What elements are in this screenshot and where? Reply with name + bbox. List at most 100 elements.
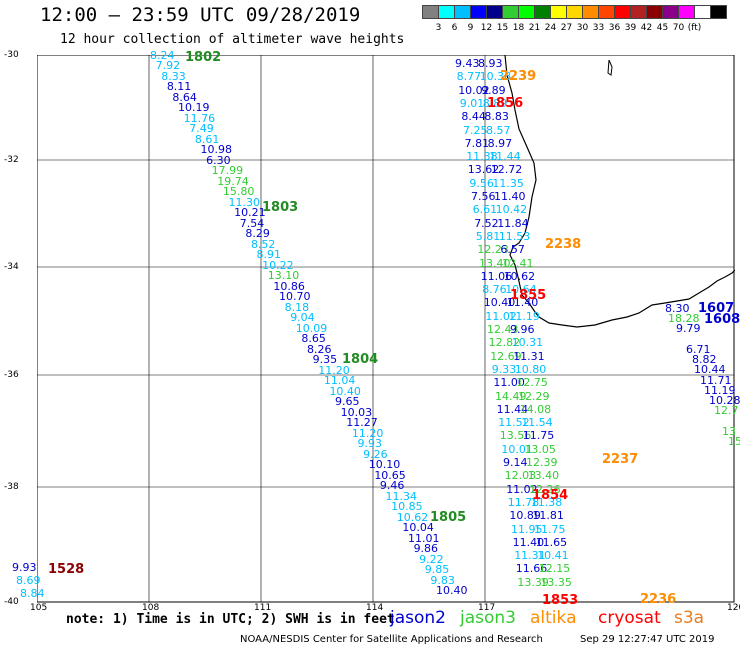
track-time-label: 1856 [487, 96, 524, 111]
map-frame [37, 55, 735, 603]
scale-label: 45 [656, 23, 669, 33]
swh-value: 10.38 [479, 70, 512, 84]
swh-value: 19.74 [217, 174, 249, 188]
swh-value: 11.40 [506, 296, 539, 310]
swh-value: 11.44 [489, 150, 521, 164]
swh-value: 9.01 [459, 96, 485, 110]
swh-value: 11.71 [700, 374, 732, 387]
swh-value: 11.31 [513, 349, 545, 363]
scale-swatch [614, 5, 631, 19]
swh-value: 9.93 [12, 561, 37, 574]
swh-value: 12.43 [487, 323, 519, 336]
swh-value: 12.7 [714, 404, 739, 417]
swh-value: 7.81 [464, 136, 490, 150]
scale-swatch [534, 5, 551, 19]
footer-note: note: 1) Time is in UTC; 2) SWH is in fe… [66, 612, 395, 627]
scale-swatch [438, 5, 455, 19]
lon-label: 111 [254, 603, 272, 613]
swh-value: 12.29 [518, 389, 550, 403]
swh-value: 11.20 [318, 363, 350, 377]
swh-value: 10.10 [368, 458, 401, 472]
swh-value: 11.31 [514, 549, 546, 563]
scale-label: 70 [672, 23, 685, 33]
track-time-label: 1608 [704, 312, 740, 327]
swh-value: 10.41 [537, 549, 569, 563]
swh-value: 10.98 [200, 143, 232, 157]
lat-label: -32 [4, 155, 19, 165]
swh-value: 9.26 [363, 447, 388, 461]
swh-value: 11.66 [515, 562, 548, 576]
swh-value: 9.14 [503, 456, 528, 469]
scale-label: 21 [528, 23, 541, 33]
scale-label: 15 [496, 23, 509, 33]
swh-value: 7.49 [189, 122, 214, 136]
lat-label: -34 [4, 262, 19, 272]
swh-value: 13.40 [479, 256, 511, 270]
swh-value: 8.77 [456, 70, 482, 84]
swh-value: 8.29 [245, 227, 270, 241]
swh-value: 11.02 [506, 482, 538, 496]
swh-value: 18.28 [668, 312, 700, 325]
track-time-label: 2239 [500, 69, 537, 84]
swh-value: 11.38 [530, 495, 563, 509]
scale-swatch [486, 5, 503, 19]
lat-label: -40 [4, 597, 19, 607]
swh-value: 12.41 [502, 256, 534, 270]
scale-label: 9 [467, 23, 474, 33]
swh-value: 5.81 [475, 229, 501, 243]
scale-swatch [470, 5, 487, 19]
swh-value: 12.75 [516, 376, 548, 390]
swh-value: 9.89 [481, 83, 506, 97]
scale-label: (ft) [687, 23, 702, 33]
swh-value: 11.40 [512, 535, 545, 549]
swh-value: 13.62 [467, 163, 500, 177]
swh-value: 10.31 [511, 336, 544, 350]
swh-value: 10.65 [374, 468, 406, 482]
scale-label: 42 [640, 23, 653, 33]
swh-value: 10.70 [278, 290, 311, 304]
swh-value: 11.75 [534, 522, 566, 536]
scale-swatch [566, 5, 583, 19]
swh-value: 11.01 [407, 531, 440, 545]
swh-value: 13.35 [540, 575, 572, 589]
scale-swatch [518, 5, 535, 19]
swh-value: 13.56 [499, 429, 532, 443]
swh-value: 12.15 [538, 562, 571, 576]
map-title: 12:00 – 23:59 UTC 09/28/2019 [40, 4, 361, 26]
swh-value: 10.62 [396, 510, 429, 524]
swh-value: 12.72 [490, 163, 523, 177]
swh-value: 11.54 [521, 416, 553, 430]
swh-value: 12.39 [526, 456, 558, 469]
swh-value: 10.42 [495, 203, 528, 217]
swh-value: 11.75 [522, 429, 555, 443]
swh-value: 8.30 [665, 302, 690, 315]
scale-label: 12 [480, 23, 493, 33]
swh-value: 7.56 [471, 190, 496, 203]
swh-value: 11.81 [532, 509, 564, 523]
track-time-label: 2238 [545, 237, 582, 252]
swh-value: 11.65 [535, 535, 568, 549]
swh-value: 8.44 [461, 110, 486, 124]
legend-cryosat: cryosat [598, 608, 661, 628]
scale-swatch [502, 5, 519, 19]
swh-value: 9.35 [312, 353, 338, 367]
scale-swatch [678, 5, 695, 19]
swh-value: 9.04 [290, 311, 315, 325]
swh-value: 10.62 [503, 269, 536, 283]
swh-value: 10.19 [178, 101, 210, 115]
lon-label: 105 [30, 603, 48, 613]
footer-stamp: Sep 29 12:27:47 UTC 2019 [580, 634, 715, 645]
swh-value: 8.82 [692, 353, 717, 366]
swh-value: 10.02 [458, 83, 490, 97]
scale-label: 27 [560, 23, 573, 33]
swh-value: 11.00 [493, 376, 525, 390]
swh-value: 15.80 [222, 185, 255, 199]
swh-value: 10.40 [436, 584, 468, 597]
map-subtitle: 12 hour collection of altimeter wave hei… [60, 32, 405, 47]
swh-value: 8.26 [307, 342, 332, 356]
swh-value: 7.92 [155, 59, 181, 73]
scale-label: 30 [576, 23, 589, 33]
swh-value: 11.40 [494, 190, 526, 203]
swh-value: 6.30 [206, 153, 231, 167]
swh-value: 9.96 [510, 323, 535, 336]
